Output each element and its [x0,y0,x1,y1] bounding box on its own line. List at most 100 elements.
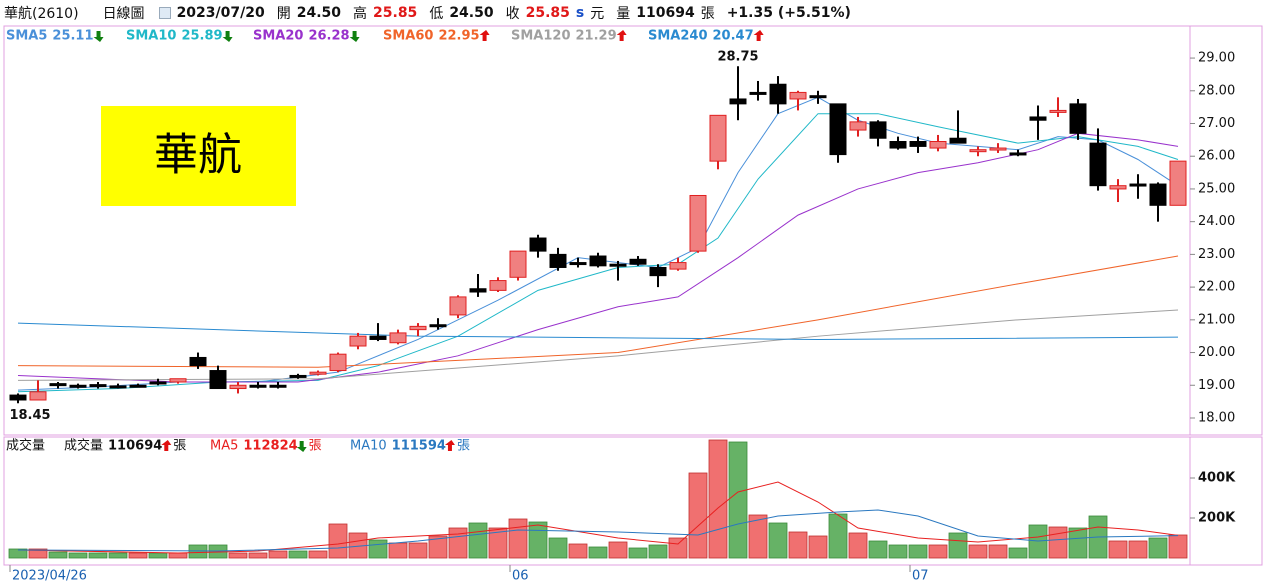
candle-body [989,147,1007,151]
legend-name: SMA5 [6,29,47,44]
candle-body [309,371,327,375]
y-tick-label: 27.00 [1198,116,1235,131]
candle-body [1029,116,1047,121]
volume-label: 量 [616,6,631,22]
volume-bar [168,552,188,559]
volume-bar [328,523,348,559]
volume-bar [908,544,928,559]
candle-body [189,356,207,367]
volume-bar [88,552,108,559]
candle-body [649,266,667,277]
volume-bar [508,518,528,559]
candle-body [449,296,467,316]
period: 日線圖 [102,6,145,22]
trend-arrow [444,440,455,451]
volume-bar [888,544,908,559]
y-tick-label: 18.00 [1198,410,1235,425]
ma-line [17,309,1179,381]
volume-bar [248,552,268,559]
y-tick-label: 200K [1198,511,1236,526]
volume-bar [828,513,848,559]
candle-body [529,237,547,252]
candle-body [629,258,647,265]
volume-bar [228,552,248,559]
trend-arrow [479,30,490,41]
volume-bar [1068,527,1088,559]
volume-bar [368,539,388,559]
candle-body [689,194,707,252]
candle-body [489,280,507,291]
legend-value: 111594 [392,439,446,454]
candle-body [829,103,847,156]
low: 24.50 [449,5,494,21]
stock-name: 華航(2610) [4,6,79,22]
volume-bar [148,552,168,559]
volume-ma-line [17,481,1179,554]
candle-body [1089,142,1107,187]
legend-unit: 張 [457,439,470,454]
legend-value: 20.47 [713,29,754,44]
volume-bar [268,550,288,559]
y-tick-label: 26.00 [1198,149,1235,164]
volume-bar [848,532,868,559]
volume-bar [588,546,608,559]
legend-name: SMA10 [126,29,176,44]
trend-arrow [753,30,764,41]
volume-ma-line [17,509,1179,552]
candle-body [729,98,747,105]
legend-value: 22.95 [438,29,479,44]
volume-bar [1168,534,1188,559]
candle-body [409,325,427,331]
volume-bar [468,522,488,559]
trend-arrow [93,31,104,42]
volume-bar [528,521,548,559]
candle-body [549,253,567,268]
y-tick-label: 23.00 [1198,247,1235,262]
volume-bar [448,527,468,559]
y-tick-label: 19.00 [1198,378,1235,393]
y-tick-label: 21.00 [1198,312,1235,327]
candle-body [929,141,947,149]
candle-body [349,335,367,347]
candle-body [389,332,407,344]
candle-body [269,384,287,388]
candle-body [709,114,727,162]
candle-body [429,324,447,328]
volume-bar [948,532,968,559]
candle-body [1129,183,1147,187]
open-label: 開 [276,6,291,22]
volume-bar [408,542,428,559]
volume-bar [808,535,828,559]
date-label: 07 [912,569,929,584]
candle-body [149,381,167,385]
checkbox[interactable] [158,7,171,19]
badge: 華航 [154,130,242,181]
date-label: 06 [512,569,529,584]
candle-body [49,383,67,387]
candle-body [849,121,867,131]
legend-value: 25.89 [181,29,222,44]
volume-bar [568,543,588,559]
candle-body [569,262,587,266]
candle-body [749,91,767,95]
ma-line [17,255,1179,368]
badge-box [101,106,296,206]
candle-body [669,262,687,270]
volume-bar [108,552,128,559]
candle-body [209,370,227,390]
trend-arrow [161,440,172,451]
y-tick-label: 24.00 [1198,214,1235,229]
candle-body [9,394,27,401]
candle-body [909,141,927,147]
legend-value: 21.29 [576,29,617,44]
legend-name: MA5 [210,439,238,454]
volume-bar [308,550,328,559]
price-axis-panel [1189,25,1263,436]
legend-name: MA10 [350,439,387,454]
volume-bar [648,544,668,559]
candle-body [869,121,887,139]
candle-body [369,335,387,340]
legend-name: 成交量 [64,438,103,454]
